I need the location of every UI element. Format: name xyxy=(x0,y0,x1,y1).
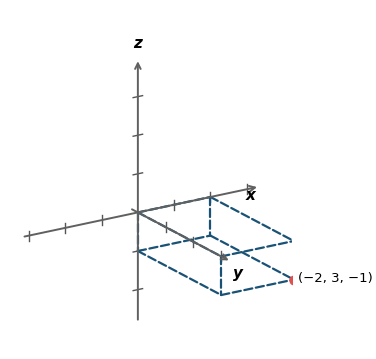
Text: y: y xyxy=(233,266,243,281)
Text: z: z xyxy=(133,37,142,51)
Text: (−2, 3, −1): (−2, 3, −1) xyxy=(299,271,373,285)
Text: x: x xyxy=(246,188,256,204)
Point xyxy=(291,277,297,283)
